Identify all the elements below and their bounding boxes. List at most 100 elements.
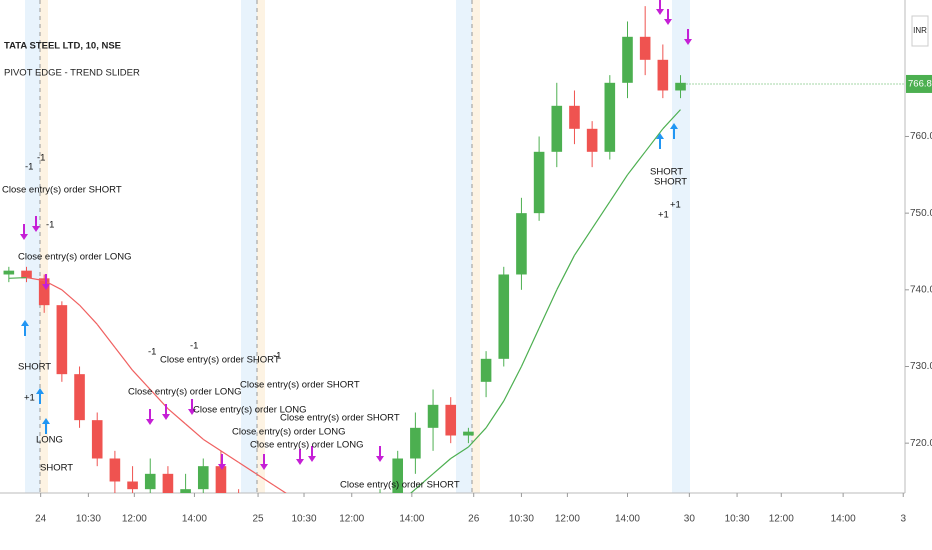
trend-line — [96, 323, 116, 348]
trade-annotation: SHORT — [18, 362, 51, 373]
trend-line — [292, 497, 310, 505]
candle-body — [215, 466, 227, 493]
candle-body — [392, 458, 404, 493]
exit-arrow — [146, 409, 154, 425]
candle-body — [675, 82, 686, 91]
candle-body — [286, 535, 297, 550]
trade-annotation: Close entry(s) order LONG — [18, 252, 132, 263]
trend-line — [591, 201, 611, 229]
x-tick-label: 14:00 — [399, 514, 424, 525]
trend-line — [220, 450, 239, 463]
candle-body — [180, 489, 191, 493]
candle-body — [427, 404, 439, 428]
trend-line — [538, 289, 558, 329]
exit-arrow — [188, 399, 196, 415]
trade-annotation: Close entry(s) order SHORT — [240, 380, 360, 391]
x-tick-label: 30 — [684, 514, 696, 525]
last-price-box — [906, 74, 932, 93]
trend-line — [432, 458, 452, 475]
trend-line — [114, 346, 134, 371]
trend-line — [202, 438, 222, 452]
candle-body — [144, 473, 156, 490]
entry-arrow — [36, 388, 44, 404]
trend-line — [644, 128, 664, 153]
trade-annotation: Close entry(s) order LONG — [193, 405, 307, 416]
candle-body — [480, 358, 492, 382]
candle-body — [109, 458, 121, 482]
trend-line — [238, 461, 257, 475]
chart-title: TATA STEEL LTD, 10, NSE — [4, 41, 121, 52]
trade-annotation: Close entry(s) order SHORT — [340, 480, 460, 491]
trend-line — [556, 255, 575, 291]
trade-annotation: +1 — [24, 393, 35, 404]
exit-arrow — [32, 216, 40, 232]
exit-arrow — [308, 446, 316, 462]
candle-body — [586, 128, 598, 152]
x-tick-label: 12:00 — [339, 514, 364, 525]
x-tick-label: 10:30 — [76, 514, 101, 525]
candle-body — [21, 270, 32, 279]
plot — [3, 0, 905, 550]
x-tick-label: 14:00 — [615, 514, 640, 525]
trend-line — [26, 276, 45, 282]
trend-line — [43, 280, 63, 291]
exit-arrow — [296, 449, 304, 465]
x-tick-label: 25 — [253, 514, 265, 525]
trend-line — [380, 505, 398, 513]
trend-line — [609, 174, 628, 202]
candle-body — [74, 374, 85, 421]
session-bands — [25, 0, 690, 493]
trend-line — [8, 276, 27, 279]
x-tick-label: 12:00 — [769, 514, 794, 525]
x-tick-label: 12:00 — [555, 514, 580, 525]
trend-line — [503, 366, 522, 402]
trend-line — [61, 289, 80, 306]
x-tick-label: 10:30 — [509, 514, 534, 525]
trade-annotation: +1 — [670, 200, 681, 211]
trend-line — [79, 304, 98, 325]
candle-body — [569, 105, 580, 129]
trend-line — [573, 228, 593, 256]
candle-body — [56, 305, 68, 375]
trade-annotation: Close entry(s) order SHORT — [280, 413, 400, 424]
exit-arrow — [656, 0, 664, 15]
exit-arrow — [376, 446, 384, 462]
x-tick-label: 3 — [900, 514, 906, 525]
trend-line — [255, 473, 275, 486]
candle-body — [322, 543, 333, 550]
trend-line — [167, 408, 186, 425]
trade-annotation: Close entry(s) order SHORT — [160, 355, 280, 366]
exit-arrow — [162, 404, 170, 420]
candle-body — [639, 36, 651, 60]
trade-annotation: +1 — [658, 210, 669, 221]
trend-line — [410, 488, 416, 493]
trade-annotation: -1 — [46, 220, 54, 231]
candle-body — [339, 528, 350, 543]
trade-annotation: -1 — [190, 341, 198, 352]
candle-body — [197, 466, 209, 490]
exit-arrow — [20, 224, 28, 240]
trend-line — [467, 427, 487, 448]
candle-body — [498, 274, 510, 359]
entry-arrow — [42, 418, 50, 434]
y-tick-label: 750.00 — [910, 208, 932, 219]
trend-line — [662, 109, 681, 130]
candle-body — [91, 420, 103, 459]
trade-annotation: Close entry(s) order LONG — [128, 387, 242, 398]
candle-body — [463, 431, 474, 436]
candle-body — [410, 427, 421, 459]
candle-body — [551, 105, 563, 152]
y-tick-label: 740.00 — [910, 284, 932, 295]
y-tick-label: 720.00 — [910, 438, 932, 449]
currency-box — [911, 15, 929, 47]
exit-arrow — [664, 9, 672, 25]
trend-line — [362, 512, 380, 517]
entry-arrow — [670, 123, 678, 139]
trade-annotation: -1 — [25, 162, 33, 173]
trend-line — [149, 389, 169, 410]
entry-arrow — [21, 320, 29, 336]
candle-body — [3, 270, 15, 275]
trade-annotation: SHORT — [40, 463, 73, 474]
candle-body — [375, 497, 386, 512]
